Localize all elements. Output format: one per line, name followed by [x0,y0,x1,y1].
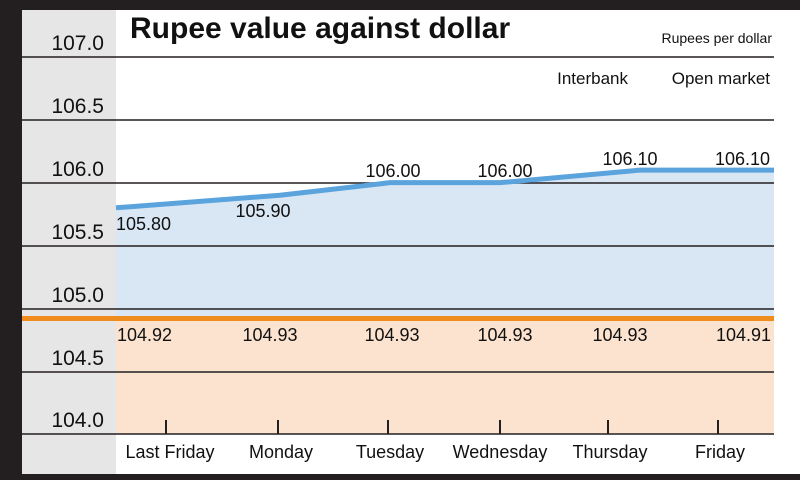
interbank-value-label: 106.10 [715,149,770,169]
left-bar [0,0,22,480]
y-tick-label: 104.5 [51,347,104,370]
x-category-label: Friday [695,442,745,462]
open-market-value-label: 104.93 [364,325,419,345]
x-category-label: Wednesday [453,442,548,462]
y-tick-label: 105.0 [51,284,104,307]
legend-interbank: Interbank [557,69,628,88]
open-market-value-label: 104.92 [117,325,172,345]
interbank-value-label: 106.10 [602,149,657,169]
x-category-label: Monday [249,442,313,462]
open-market-value-label: 104.93 [592,325,647,345]
chart-title: Rupee value against dollar [130,12,510,45]
interbank-value-label: 105.80 [116,214,171,234]
open-market-area [116,318,774,434]
interbank-value-label: 106.00 [365,161,420,181]
x-category-label: Thursday [572,442,647,462]
interbank-value-label: 105.90 [235,201,290,221]
x-category-label: Last Friday [125,442,214,462]
interbank-line [115,167,774,211]
x-category-label: Tuesday [356,442,424,462]
legend-open-market: Open market [672,69,771,88]
open-market-value-label: 104.93 [242,325,297,345]
y-tick-label: 104.0 [51,409,104,432]
open-market-value-label: 104.93 [477,325,532,345]
axis-panel [22,0,116,480]
interbank-value-label: 106.00 [477,161,532,181]
y-tick-label: 106.0 [51,158,104,181]
top-bar [0,0,800,10]
bottom-bar [0,474,800,480]
y-tick-label: 106.5 [51,95,104,118]
y-tick-label: 107.0 [51,32,104,55]
interbank-area [116,170,774,318]
open-market-value-label: 104.91 [716,325,771,345]
chart-subtitle: Rupees per dollar [661,30,772,46]
y-tick-label: 105.5 [51,221,104,244]
